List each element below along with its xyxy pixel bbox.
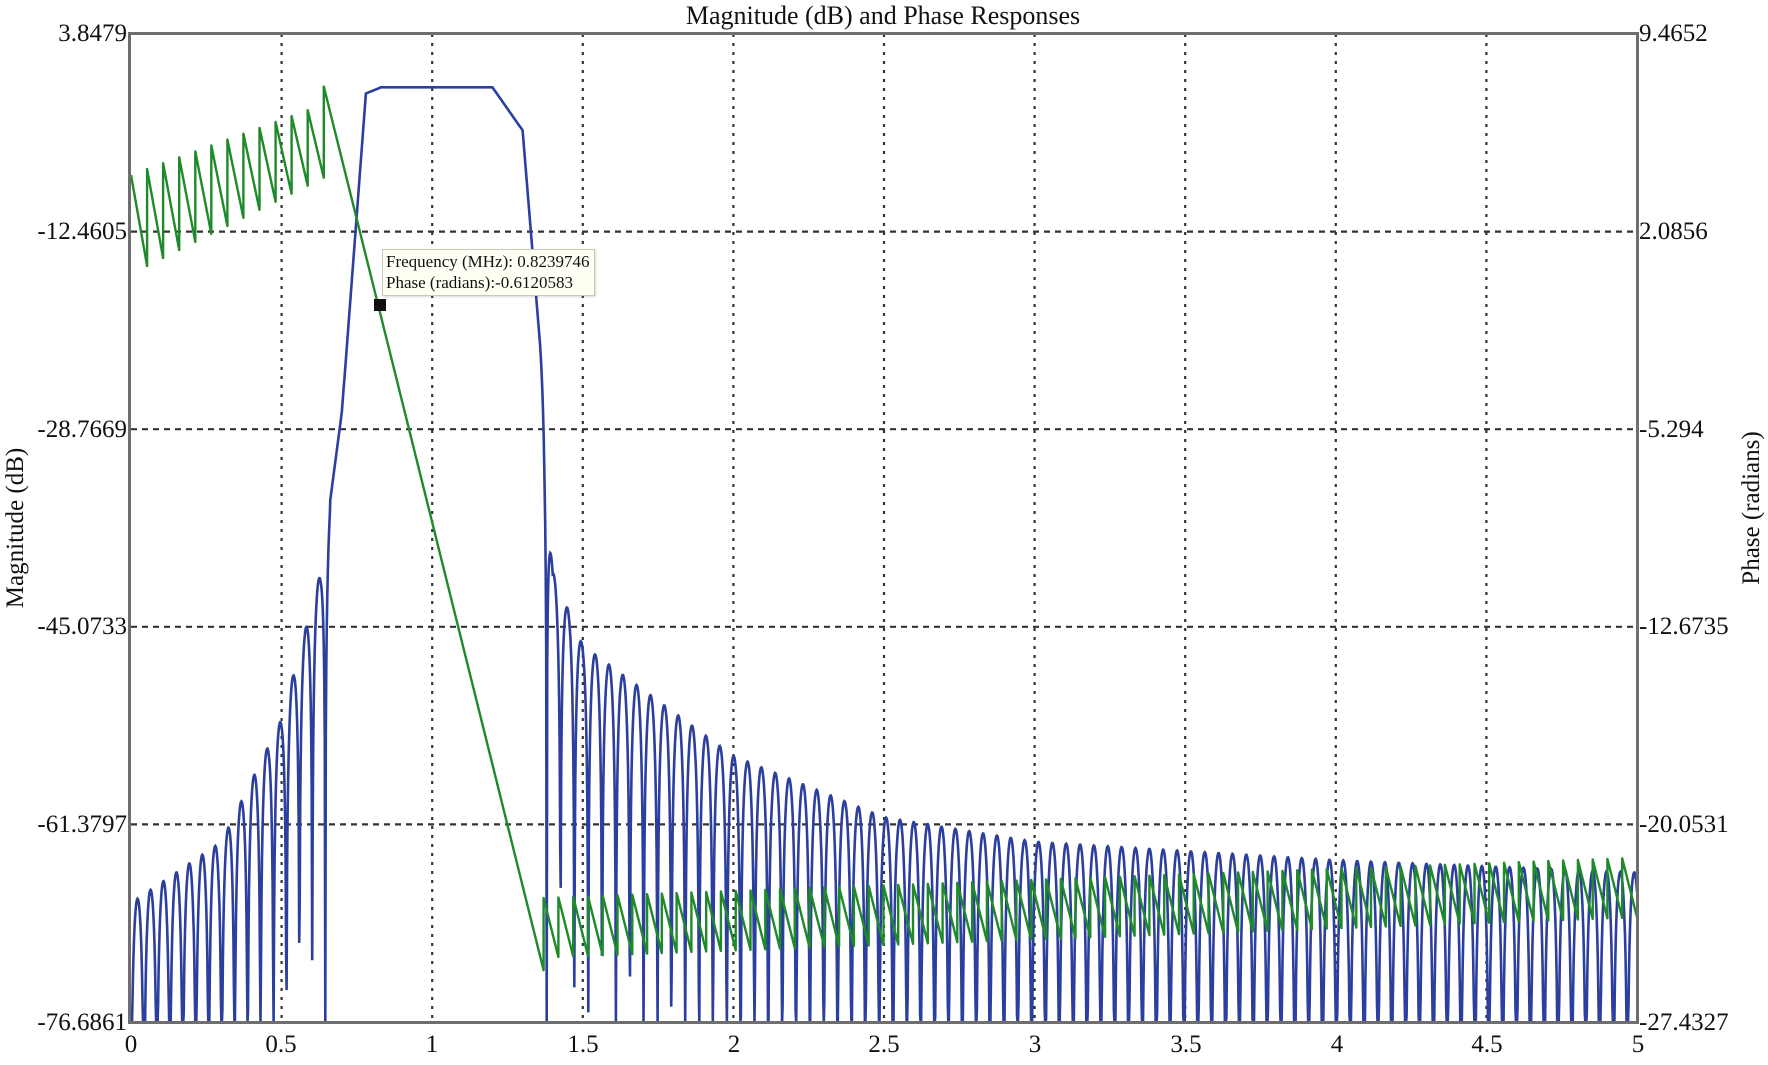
x-tick: 5 (1631, 1031, 1645, 1058)
chart-title: Magnitude (dB) and Phase Responses (685, 1, 1081, 30)
x-tick: 3.5 (1170, 1031, 1202, 1058)
datatip-frequency: Frequency (MHz): 0.8239746 (386, 252, 590, 271)
phase-curve (129, 85, 1639, 972)
y-left-tick: -28.7669 (37, 416, 127, 443)
y-axis-label-left: Magnitude (dB) (2, 447, 29, 609)
y-right-tick: -5.294 (1639, 416, 1704, 443)
x-tick: 1.5 (567, 1031, 599, 1058)
y-axis-label-right: Phase (radians) (1738, 431, 1765, 585)
y-left-tick: -61.3797 (37, 811, 127, 838)
y-right-tick: -20.0531 (1639, 811, 1729, 838)
y-left-tick: 3.8479 (58, 20, 127, 47)
y-right-tick: 9.4652 (1639, 20, 1708, 47)
y-left-tick: -12.4605 (37, 218, 127, 245)
y-right-tick: -12.6735 (1639, 613, 1729, 640)
x-tick: 2.5 (868, 1031, 900, 1058)
datatip[interactable]: Frequency (MHz): 0.8239746 Phase (radian… (382, 249, 595, 296)
datatip-phase: Phase (radians):-0.6120583 (386, 273, 573, 292)
x-tick: 4.5 (1471, 1031, 1503, 1058)
datatip-marker[interactable] (374, 299, 386, 311)
y-right-tick: 2.0856 (1639, 218, 1708, 245)
plot-frame (128, 32, 1639, 1024)
x-tick: 3 (1028, 1031, 1042, 1058)
x-tick: 2 (727, 1031, 741, 1058)
x-tick: 4 (1330, 1031, 1344, 1058)
y-left-tick: -45.0733 (37, 613, 127, 640)
y-left-tick: -76.6861 (37, 1009, 127, 1036)
magnitude-curve (130, 86, 1639, 1024)
x-tick: 0.5 (265, 1031, 297, 1058)
y-right-tick: -27.4327 (1639, 1009, 1729, 1036)
x-tick: 1 (425, 1031, 439, 1058)
x-tick: 0 (124, 1031, 138, 1058)
